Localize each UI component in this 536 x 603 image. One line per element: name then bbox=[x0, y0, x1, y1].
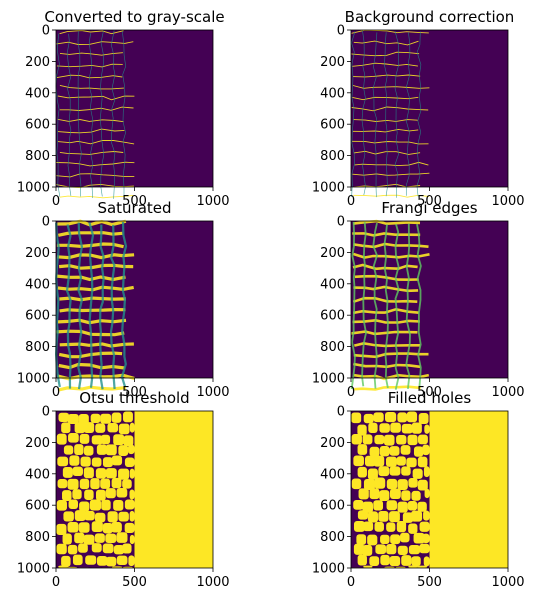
x-tick-label: 1000 bbox=[491, 385, 524, 400]
y-tick-label: 0 bbox=[42, 215, 50, 230]
y-tick-label: 400 bbox=[320, 277, 345, 292]
x-tick-label: 500 bbox=[122, 575, 147, 590]
y-tick-label: 200 bbox=[320, 55, 345, 70]
x-tick-label: 500 bbox=[122, 385, 147, 400]
image-content bbox=[350, 29, 430, 198]
y-tick-label: 600 bbox=[320, 118, 345, 133]
image-content bbox=[56, 411, 135, 568]
y-tick-label: 1000 bbox=[312, 562, 345, 577]
x-tick-label: 1000 bbox=[196, 385, 229, 400]
x-tick-label: 0 bbox=[347, 385, 355, 400]
image-content bbox=[350, 219, 430, 391]
panel-title: Frangi edges bbox=[381, 199, 477, 217]
y-tick-label: 1000 bbox=[312, 372, 345, 387]
y-tick-label: 800 bbox=[320, 149, 345, 164]
y-tick-label: 1000 bbox=[17, 562, 50, 577]
y-tick-label: 800 bbox=[25, 530, 50, 545]
x-tick-label: 1000 bbox=[491, 194, 524, 209]
x-tick-label: 500 bbox=[122, 194, 147, 209]
y-tick-label: 600 bbox=[25, 499, 50, 514]
panel-title: Background correction bbox=[345, 8, 515, 26]
y-tick-label: 600 bbox=[25, 118, 50, 133]
y-tick-label: 0 bbox=[337, 24, 345, 39]
y-tick-label: 1000 bbox=[17, 181, 50, 196]
y-tick-label: 800 bbox=[25, 340, 50, 355]
y-tick-label: 200 bbox=[320, 246, 345, 261]
y-tick-label: 600 bbox=[320, 499, 345, 514]
y-tick-label: 400 bbox=[320, 467, 345, 482]
y-tick-label: 200 bbox=[25, 55, 50, 70]
x-tick-label: 1000 bbox=[491, 575, 524, 590]
x-tick-label: 0 bbox=[347, 194, 355, 209]
panel-title: Otsu threshold bbox=[79, 389, 189, 407]
y-tick-label: 1000 bbox=[312, 181, 345, 196]
y-tick-label: 800 bbox=[25, 149, 50, 164]
x-tick-label: 0 bbox=[52, 575, 60, 590]
y-tick-label: 1000 bbox=[17, 372, 50, 387]
y-tick-label: 200 bbox=[25, 436, 50, 451]
y-tick-label: 600 bbox=[320, 309, 345, 324]
y-tick-label: 0 bbox=[42, 24, 50, 39]
panel-title: Filled holes bbox=[388, 389, 472, 407]
image-content bbox=[54, 219, 135, 392]
x-tick-label: 0 bbox=[52, 194, 60, 209]
y-tick-label: 800 bbox=[320, 340, 345, 355]
x-tick-label: 1000 bbox=[196, 194, 229, 209]
x-tick-label: 500 bbox=[417, 385, 442, 400]
y-tick-label: 0 bbox=[337, 215, 345, 230]
panel-title: Converted to gray-scale bbox=[44, 8, 224, 26]
panel-title: Saturated bbox=[97, 199, 171, 217]
image-content bbox=[55, 30, 135, 199]
y-tick-label: 0 bbox=[337, 405, 345, 420]
y-tick-label: 200 bbox=[25, 246, 50, 261]
y-tick-label: 200 bbox=[320, 436, 345, 451]
x-tick-label: 1000 bbox=[196, 575, 229, 590]
image-content bbox=[351, 411, 430, 568]
y-tick-label: 600 bbox=[25, 309, 50, 324]
y-tick-label: 400 bbox=[25, 467, 50, 482]
x-tick-label: 0 bbox=[52, 385, 60, 400]
y-tick-label: 400 bbox=[320, 86, 345, 101]
y-tick-label: 400 bbox=[25, 86, 50, 101]
y-tick-label: 0 bbox=[42, 405, 50, 420]
x-tick-label: 0 bbox=[347, 575, 355, 590]
x-tick-label: 500 bbox=[417, 575, 442, 590]
x-tick-label: 500 bbox=[417, 194, 442, 209]
y-tick-label: 800 bbox=[320, 530, 345, 545]
y-tick-label: 400 bbox=[25, 277, 50, 292]
